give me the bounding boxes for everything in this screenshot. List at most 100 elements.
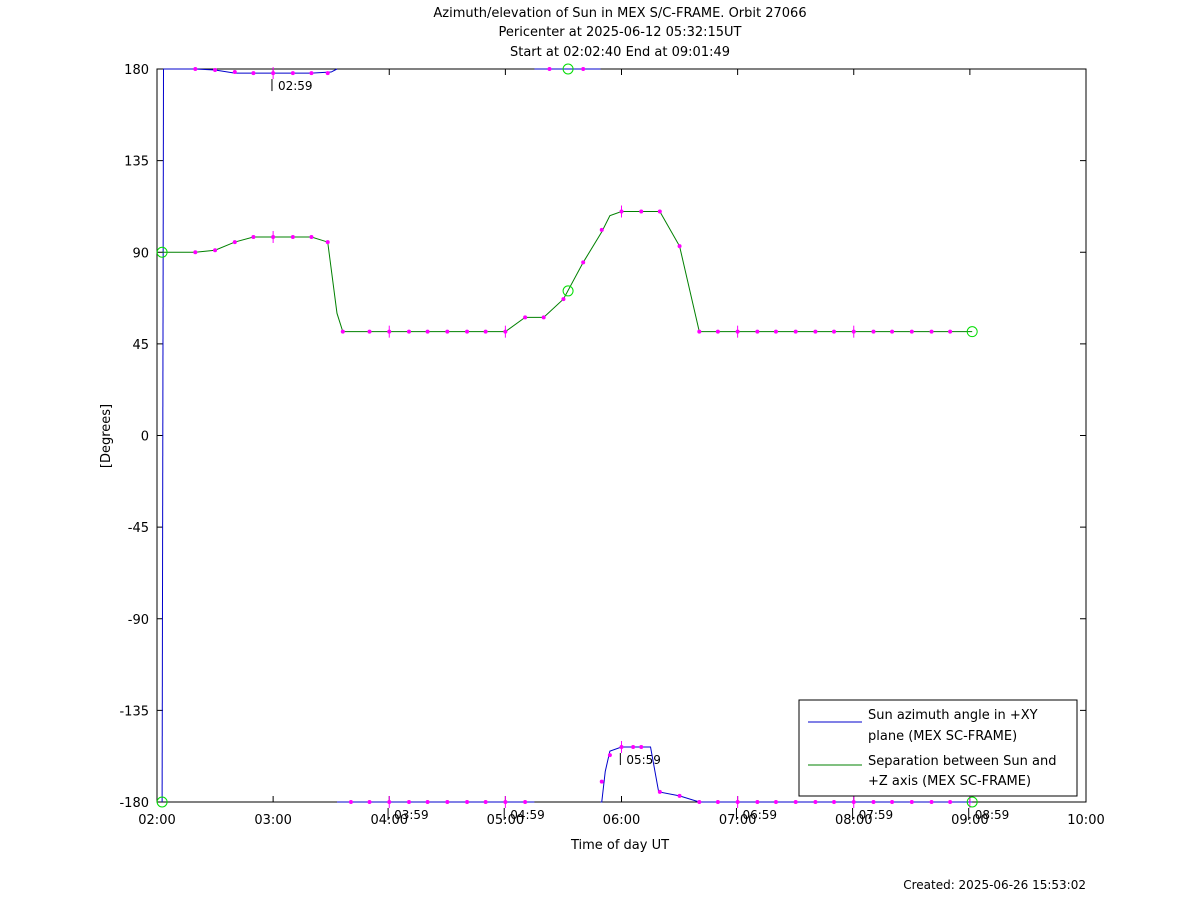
sample-marker-azimuth (607, 753, 612, 758)
y-tick-label: 0 (141, 430, 149, 445)
sample-marker-separation (325, 240, 330, 245)
legend-label-separation-1: Separation between Sun and (868, 754, 1056, 769)
legend-label-azimuth-2: plane (MEX SC-FRAME) (868, 729, 1017, 744)
x-tick-label: 09:00 (951, 813, 988, 828)
sample-marker-azimuth (755, 800, 760, 804)
sample-marker-separation (406, 329, 411, 334)
sample-marker-separation (367, 329, 372, 334)
sample-marker-azimuth (193, 67, 198, 71)
sample-marker-separation (773, 329, 778, 334)
sample-marker-azimuth (425, 800, 430, 804)
legend-label-azimuth-1: Sun azimuth angle in +XY (868, 708, 1038, 723)
sample-marker-azimuth (657, 789, 662, 794)
x-axis-label: Time of day UT (570, 838, 669, 853)
sample-marker-azimuth (871, 800, 876, 804)
title-line-2: Pericenter at 2025-06-12 05:32:15UT (498, 25, 741, 40)
sample-marker-separation (541, 315, 546, 320)
x-tick-label: 03:00 (254, 813, 291, 828)
sample-marker-separation (813, 329, 818, 334)
x-tick-label: 08:00 (835, 813, 872, 828)
x-tick-label: 04:00 (371, 813, 408, 828)
x-tick-label: 05:00 (487, 813, 524, 828)
title-line-3: Start at 02:02:40 End at 09:01:49 (510, 45, 730, 60)
sample-marker-separation (832, 329, 837, 334)
sample-marker-azimuth (631, 745, 636, 750)
sample-marker-separation (290, 234, 295, 239)
series-line-separation (162, 211, 973, 333)
sample-marker-azimuth (547, 67, 552, 71)
sample-marker-separation (755, 329, 760, 334)
sample-marker-azimuth (929, 800, 934, 804)
circle-marker-azimuth (156, 796, 168, 808)
sample-marker-separation (697, 329, 702, 334)
sample-marker-separation (581, 260, 586, 265)
circle-marker-azimuth (966, 796, 978, 808)
sample-marker-separation (523, 315, 528, 320)
sample-marker-azimuth (465, 800, 470, 804)
legend-box (798, 699, 1078, 797)
circle-marker-azimuth (562, 63, 574, 75)
annotation-label: 07:59 (859, 808, 894, 822)
sample-marker-azimuth (367, 800, 372, 804)
sample-marker-separation (929, 329, 934, 334)
sample-marker-separation (871, 329, 876, 334)
y-tick-label: -90 (128, 613, 149, 628)
circle-marker-separation (966, 326, 978, 338)
x-tick-label: 06:00 (603, 813, 640, 828)
sample-marker-separation (677, 244, 682, 249)
sample-marker-azimuth (909, 800, 914, 804)
sample-marker-azimuth (483, 800, 488, 804)
y-tick-label: 180 (124, 63, 149, 78)
x-tick-label: 07:00 (719, 813, 756, 828)
sample-marker-azimuth (813, 800, 818, 804)
x-tick-label: 10:00 (1067, 813, 1104, 828)
sample-marker-azimuth (793, 800, 798, 804)
plot-frame (156, 68, 1087, 803)
title-line-1: Azimuth/elevation of Sun in MEX S/C-FRAM… (433, 6, 806, 21)
sample-marker-separation (465, 329, 470, 334)
series-line-azimuth (161, 68, 165, 803)
sample-marker-separation (232, 240, 237, 245)
sample-marker-separation (445, 329, 450, 334)
sample-marker-azimuth (406, 800, 411, 804)
annotation-layer: 02:59 03:59 04:59 05:59 06:59 07:59 08:59 (271, 79, 1010, 822)
sample-marker-separation (561, 297, 566, 302)
sample-marker-azimuth (890, 800, 895, 804)
annotation-label: 05:59 (626, 753, 661, 767)
chart-title: Azimuth/elevation of Sun in MEX S/C-FRAM… (433, 6, 806, 60)
sample-marker-azimuth (677, 793, 682, 798)
annotation-label: 04:59 (510, 808, 545, 822)
sample-marker-azimuth (832, 800, 837, 804)
marker-layer (156, 63, 978, 808)
sample-marker-separation (639, 209, 644, 214)
sample-marker-azimuth (325, 71, 330, 76)
sample-marker-azimuth (445, 800, 450, 804)
sample-marker-azimuth (213, 68, 218, 73)
axis-ticks: 02:00 03:00 04:00 05:00 06:00 07:00 08:00 09:00… (119, 63, 1104, 828)
sample-marker-separation (483, 329, 488, 334)
sample-marker-separation (599, 227, 604, 232)
sample-marker-separation (425, 329, 430, 334)
annotation-label: 02:59 (278, 79, 313, 93)
sample-marker-azimuth (348, 800, 353, 804)
x-tick-label: 02:00 (138, 813, 175, 828)
sample-marker-azimuth (290, 71, 295, 76)
sample-marker-azimuth (773, 800, 778, 804)
sample-marker-azimuth (599, 779, 604, 784)
sample-marker-separation (948, 329, 953, 334)
sample-marker-separation (309, 234, 314, 239)
y-tick-label: -45 (128, 521, 149, 536)
y-tick-label: 135 (124, 155, 149, 170)
annotation-label: 08:59 (975, 808, 1010, 822)
y-tick-label: 45 (132, 338, 149, 353)
sample-marker-separation (213, 248, 218, 253)
series-line-azimuth (600, 746, 973, 803)
sample-marker-separation (715, 329, 720, 334)
sample-marker-azimuth (309, 71, 314, 76)
y-axis-label: [Degrees] (99, 404, 114, 468)
circle-marker-separation (562, 285, 574, 297)
sample-marker-azimuth (523, 800, 528, 804)
y-tick-label: -180 (119, 796, 149, 811)
sample-marker-azimuth (251, 71, 256, 76)
sample-marker-separation (251, 234, 256, 239)
